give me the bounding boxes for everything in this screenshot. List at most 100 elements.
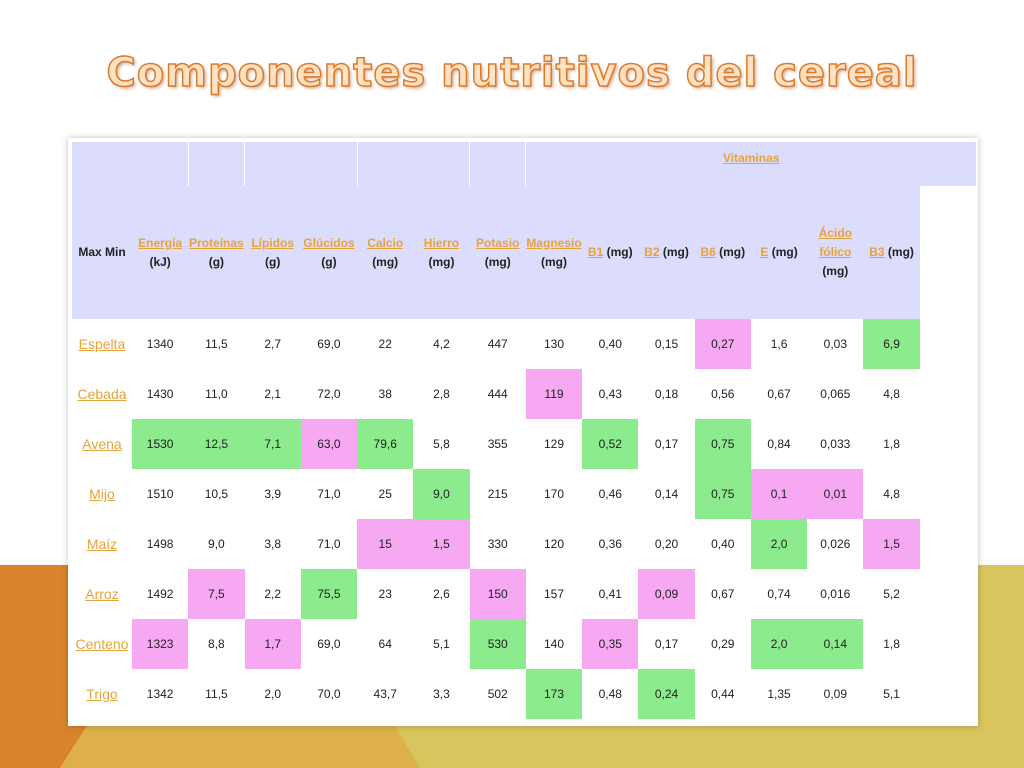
- column-header-link[interactable]: B3: [869, 245, 885, 259]
- nutrition-table-card: Vitaminas Max Min Energía (kJ) Proteínas …: [68, 138, 978, 726]
- cereal-link[interactable]: Avena: [82, 436, 122, 452]
- column-header-link[interactable]: Magnesio: [526, 235, 582, 250]
- column-header-link[interactable]: Ácido fólico: [818, 226, 852, 259]
- table-cell: 0,14: [654, 487, 679, 501]
- table-cell: 3,8: [264, 537, 281, 551]
- table-cell: 157: [543, 587, 564, 601]
- table-row: Espelta 1340 11,5 2,7 69,0 22 4,2 447 130 0,40 0,1…: [72, 319, 976, 369]
- column-header-unit: (kJ): [149, 254, 171, 269]
- table-cell: 0,17: [654, 637, 679, 651]
- table-row: Centeno 1323 8,8 1,7 69,0 64 5,1 530 140 0,35 0,17…: [72, 619, 976, 669]
- max-value-cell: 12,5: [188, 419, 245, 469]
- table-cell: 0,48: [598, 687, 622, 701]
- max-value-cell: 0,52: [582, 419, 639, 469]
- column-header-unit: (mg): [662, 245, 689, 259]
- min-value-cell: 1,5: [413, 519, 470, 569]
- row-header: Espelta: [72, 319, 132, 369]
- max-value-cell: 79,6: [357, 419, 414, 469]
- cereal-link[interactable]: Espelta: [78, 336, 126, 352]
- min-value-cell: 0,01: [807, 469, 864, 519]
- table-cell: 1,35: [767, 687, 791, 701]
- table-cell: 215: [487, 487, 508, 501]
- table-cell: 0,67: [711, 587, 735, 601]
- header-blank: [244, 142, 358, 186]
- min-value-cell: 63,0: [300, 419, 358, 469]
- column-header-unit: (mg): [719, 245, 746, 259]
- table-cell: 1,8: [883, 637, 900, 651]
- cereal-link[interactable]: Maíz: [86, 536, 118, 552]
- min-value-cell: 0,35: [582, 619, 639, 669]
- min-value-cell: 0,1: [750, 469, 808, 519]
- table-cell: 0,09: [823, 687, 847, 701]
- table-row: Avena 1530 12,5 7,1 63,0 79,6 5,8 355 129 0,52 0,1…: [72, 419, 976, 469]
- header-blank: [72, 142, 132, 186]
- cereal-link[interactable]: Centeno: [75, 636, 129, 652]
- table-cell: 71,0: [317, 487, 341, 501]
- column-header-link[interactable]: Glúcidos: [303, 235, 355, 250]
- column-header-link[interactable]: E: [760, 245, 769, 259]
- table-cell: 502: [487, 687, 508, 701]
- vitamins-link[interactable]: Vitaminas: [722, 151, 780, 165]
- column-header: B6 (mg): [694, 186, 751, 319]
- table-cell: 0,20: [654, 537, 679, 551]
- table-cell: 0,18: [654, 387, 679, 401]
- table-row: Mijo 1510 10,5 3,9 71,0 25 9,0 215 170 0,46 0,14 0,…: [72, 469, 976, 519]
- table-cell: 1,6: [770, 337, 788, 351]
- column-header: E (mg): [750, 186, 808, 319]
- table-cell: 0,67: [767, 387, 791, 401]
- header-blank: [132, 142, 189, 186]
- column-header-unit: (mg): [822, 264, 849, 278]
- column-header: B1 (mg): [582, 186, 639, 319]
- table-cell: 129: [543, 437, 564, 451]
- column-header-link[interactable]: Proteínas: [189, 235, 244, 250]
- min-value-cell: 1,5: [863, 519, 920, 569]
- column-header-unit: (mg): [887, 245, 914, 259]
- table-cell: 64: [378, 637, 392, 651]
- max-value-cell: 0,75: [694, 469, 751, 519]
- column-header: B3 (mg): [863, 186, 920, 319]
- table-cell: 0,033: [820, 437, 851, 451]
- table-cell: 0,41: [598, 587, 622, 601]
- table-cell: 0,026: [820, 537, 851, 551]
- header-blank: [188, 142, 246, 186]
- table-cell: 0,56: [711, 387, 735, 401]
- max-value-cell: 0,24: [638, 669, 695, 719]
- cereal-link[interactable]: Trigo: [86, 686, 118, 702]
- table-cell: 1498: [146, 537, 174, 551]
- table-body: Espelta 1340 11,5 2,7 69,0 22 4,2 447 130 0,40 0,1…: [72, 319, 976, 719]
- column-header-link[interactable]: Energía: [138, 235, 183, 250]
- min-value-cell: 119: [525, 369, 583, 419]
- table-cell: 1342: [146, 687, 174, 701]
- column-header-link[interactable]: Calcio: [367, 235, 404, 250]
- table-cell: 120: [543, 537, 564, 551]
- table-cell: 330: [487, 537, 508, 551]
- table-cell: 2,6: [433, 587, 450, 601]
- header-blank: [469, 142, 527, 186]
- table-cell: 444: [487, 387, 508, 401]
- column-header-link[interactable]: Potasio: [476, 235, 520, 250]
- cereal-link[interactable]: Arroz: [85, 586, 119, 602]
- table-cell: 38: [378, 387, 392, 401]
- min-value-cell: 1323: [132, 619, 189, 669]
- table-cell: 3,3: [433, 687, 450, 701]
- column-header: Lípidos (g): [244, 186, 301, 319]
- table-cell: 0,15: [654, 337, 679, 351]
- min-value-cell: 150: [469, 569, 526, 619]
- table-cell: 4,8: [883, 387, 900, 401]
- table-cell: 70,0: [317, 687, 341, 701]
- min-value-cell: 0,09: [638, 569, 695, 619]
- column-header-link[interactable]: Lípidos: [251, 235, 294, 250]
- column-header-link[interactable]: B1: [587, 245, 604, 259]
- cereal-link[interactable]: Cebada: [77, 386, 127, 402]
- table-cell: 1340: [146, 337, 174, 351]
- column-header-link[interactable]: Hierro: [423, 235, 460, 250]
- table-cell: 3,9: [264, 487, 281, 501]
- table-cell: 1510: [146, 487, 174, 501]
- table-cell: 2,1: [264, 387, 281, 401]
- cereal-link[interactable]: Mijo: [89, 486, 115, 502]
- table-cell: 0,03: [823, 337, 847, 351]
- column-header-link[interactable]: B6: [700, 245, 716, 259]
- column-header-link[interactable]: B2: [644, 245, 660, 259]
- column-header-unit: (mg): [606, 245, 633, 259]
- max-value-cell: 7,1: [244, 419, 301, 469]
